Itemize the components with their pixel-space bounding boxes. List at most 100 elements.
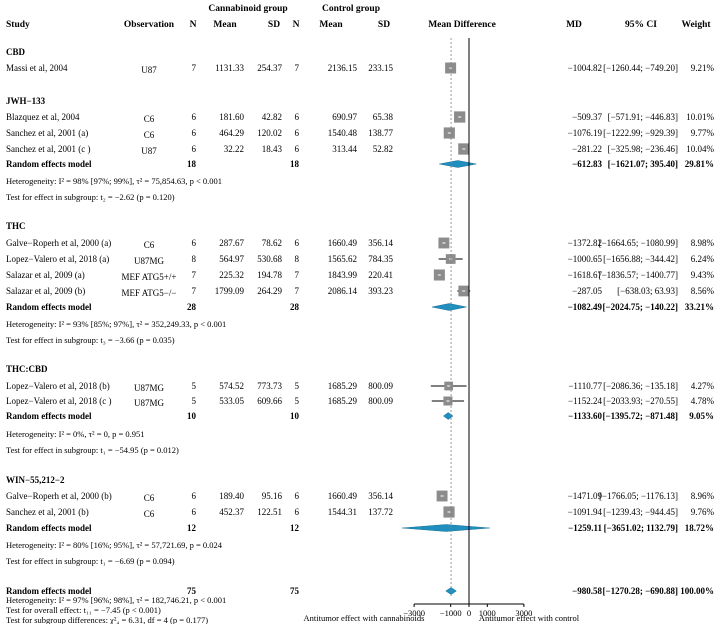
subgroup-differences-test-text: Test for subgroup differences: χ²₄ = 6.3… <box>6 615 208 624</box>
observation: U87MG <box>134 398 165 408</box>
md-value: −281.22 <box>572 144 602 154</box>
subgroup-title: WIN−55,212−2 <box>6 475 65 485</box>
mean-treat: 464.29 <box>219 128 244 138</box>
ci-value: [−1664.65; −1080.99] <box>599 238 678 248</box>
mean-ctrl: 1843.99 <box>328 270 358 280</box>
pooled-ci-value: [−3651.02; 1132.79] <box>604 523 678 533</box>
header-sd-treat: SD <box>268 20 280 30</box>
subgroup-test-text: Test for effect in subgroup: t₁ = −6.69 … <box>6 556 175 566</box>
observation: C6 <box>144 114 155 124</box>
mean-ctrl: 1544.31 <box>328 507 357 517</box>
n-ctrl: 6 <box>295 238 300 248</box>
header-cannabinoid-group: Cannabinoid group <box>208 4 287 14</box>
sd-treat: 78.62 <box>262 238 282 248</box>
pooled-row: Random effects model 18 18 −612.83 [−1621.07… <box>6 159 714 169</box>
pooled-n-treat: 12 <box>187 523 197 533</box>
md-value: −1076.19 <box>568 128 603 138</box>
study-name: Lopez−Valero et al, 2018 (b) <box>6 381 110 391</box>
weight-value: 8.56% <box>691 286 715 296</box>
n-ctrl: 6 <box>295 491 300 501</box>
pooled-row: Random effects model 28 28 −1082.49 [−2024.7… <box>6 302 714 312</box>
pooled-row: Random effects model 12 12 −1259.11 [−3651.0… <box>6 523 714 533</box>
n-treat: 6 <box>192 144 197 154</box>
n-ctrl: 6 <box>295 144 300 154</box>
pooled-n-ctrl: 10 <box>290 411 300 421</box>
subgroup-test-text: Test for effect in subgroup: t₃ = −3.66 … <box>6 335 175 345</box>
table-row: Lopez−Valero et al, 2018 (c ) U87MG 5 533.0… <box>6 396 715 408</box>
observation: C6 <box>144 509 155 519</box>
sd-ctrl: 220.41 <box>368 270 393 280</box>
n-treat: 6 <box>192 507 197 517</box>
study-name: Sanchez et al, 2001 (a) <box>6 128 88 138</box>
mean-treat: 189.40 <box>219 491 244 501</box>
n-ctrl: 6 <box>295 112 300 122</box>
mean-treat: 533.05 <box>219 396 244 406</box>
observation: U87 <box>141 65 157 75</box>
study-name: Galve−Roperh et al, 2000 (a) <box>6 238 111 248</box>
n-ctrl: 7 <box>295 270 300 280</box>
pooled-md-value: −1082.49 <box>568 302 603 312</box>
sd-treat: 773.73 <box>257 381 282 391</box>
sd-ctrl: 800.09 <box>368 381 393 391</box>
md-value: −1152.24 <box>568 396 602 406</box>
heterogeneity-text: Heterogeneity: I² = 80% [16%; 95%], τ² =… <box>6 540 223 550</box>
weight-value: 10.04% <box>686 144 714 154</box>
pooled-md-value: −1133.60 <box>568 411 602 421</box>
mean-ctrl: 1685.29 <box>328 381 358 391</box>
pooled-n-treat: 18 <box>187 159 197 169</box>
pooled-weight-value: 33.21% <box>685 302 714 312</box>
pooled-label: Random effects model <box>6 411 92 421</box>
heterogeneity-text: Heterogeneity: I² = 93% [85%; 97%], τ² =… <box>6 319 226 329</box>
mean-treat: 181.60 <box>219 112 244 122</box>
weight-value: 9.77% <box>691 128 715 138</box>
forest-rows: CBD Massi et al, 2004 U87 7 1131.33 254.37 7 21… <box>6 47 715 624</box>
pooled-ci-value: [−1621.07; 395.40] <box>608 159 678 169</box>
mean-ctrl: 1660.49 <box>328 238 358 248</box>
sd-ctrl: 800.09 <box>368 396 393 406</box>
table-row: Sanchez et al, 2001 (b) C6 6 452.37 122.51 6 1… <box>6 506 715 519</box>
sd-treat: 609.66 <box>257 396 282 406</box>
mean-ctrl: 690.97 <box>332 112 357 122</box>
n-ctrl: 6 <box>295 128 300 138</box>
sd-treat: 530.68 <box>257 254 282 264</box>
heterogeneity-text: Heterogeneity: I² = 98% [97%; 99%], τ² =… <box>6 176 222 186</box>
pooled-row: Random effects model 10 10 −1133.60 [−1395.7… <box>6 411 714 421</box>
header-observation: Observation <box>124 20 175 30</box>
md-value: −1004.82 <box>568 63 602 73</box>
table-row: Sanchez et al, 2001 (a) C6 6 464.29 120.02 6 1… <box>6 127 715 140</box>
header-mean-treat: Mean <box>213 20 237 30</box>
mean-treat: 564.97 <box>219 254 244 264</box>
n-treat: 6 <box>192 491 197 501</box>
sd-ctrl: 784.35 <box>368 254 393 264</box>
ci-value: [−2033.93; −270.55] <box>603 396 678 406</box>
sd-ctrl: 52.82 <box>373 144 393 154</box>
md-value: −1091.94 <box>568 507 603 517</box>
n-ctrl: 8 <box>295 254 300 264</box>
weight-value: 4.27% <box>691 381 715 391</box>
table-row: Lopez−Valero et al, 2018 (b) U87MG 5 574.52… <box>6 381 715 393</box>
n-treat: 5 <box>192 396 197 406</box>
sd-treat: 18.43 <box>262 144 283 154</box>
n-treat: 5 <box>192 381 197 391</box>
sd-treat: 194.78 <box>257 270 282 280</box>
sd-ctrl: 356.14 <box>368 491 393 501</box>
axis-tick-label: 3000 <box>515 608 532 618</box>
mean-treat: 1799.09 <box>215 286 245 296</box>
mean-ctrl: 2136.15 <box>328 63 358 73</box>
header-n-ctrl: N <box>293 20 300 30</box>
pooled-n-treat: 28 <box>187 302 197 312</box>
ci-value: [−1222.99; −929.39] <box>603 128 678 138</box>
header-mean-difference: Mean Difference <box>428 20 496 30</box>
mean-treat: 32.22 <box>224 144 244 154</box>
sd-ctrl: 356.14 <box>368 238 393 248</box>
pooled-n-ctrl: 75 <box>290 586 300 596</box>
mean-ctrl: 2086.14 <box>328 286 358 296</box>
axis-label-left: Antitumor effect with cannabinoids <box>304 613 425 623</box>
sd-treat: 254.37 <box>257 63 282 73</box>
md-value: −1000.65 <box>568 254 603 264</box>
observation: C6 <box>144 493 155 503</box>
n-treat: 6 <box>192 112 197 122</box>
sd-ctrl: 138.77 <box>368 128 393 138</box>
n-treat: 7 <box>192 63 197 73</box>
